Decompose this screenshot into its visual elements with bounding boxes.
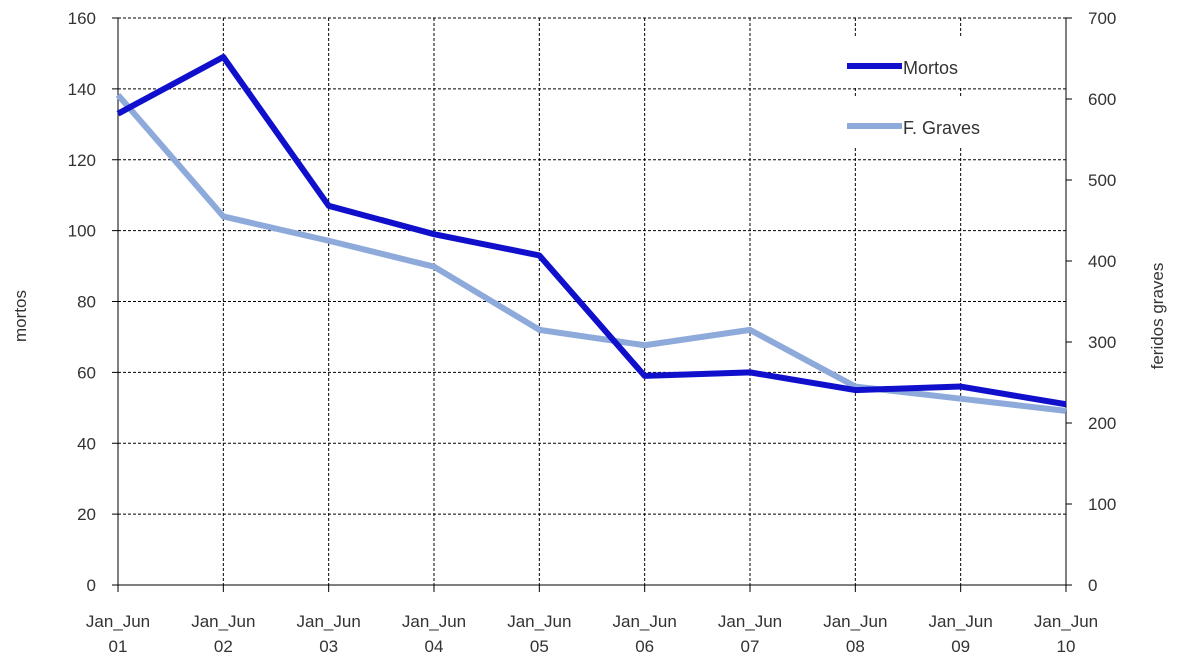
x-axis-ticks: Jan_Jun 01 Jan_Jun 02 Jan_Jun 03 Jan_Jun 04 Jan_…	[86, 585, 1098, 656]
left-tick-label: 20	[77, 505, 96, 524]
x-tick-label-year: 02	[214, 637, 233, 656]
x-tick-label-year: 05	[530, 637, 549, 656]
right-tick-label: 400	[1088, 252, 1116, 271]
left-tick-label: 40	[77, 434, 96, 453]
x-tick-label: Jan_Jun	[718, 612, 782, 631]
x-tick-label: Jan_Jun	[297, 612, 361, 631]
right-tick-label: 700	[1088, 9, 1116, 28]
left-tick-label: 100	[68, 222, 96, 241]
right-tick-label: 100	[1088, 495, 1116, 514]
right-tick-label: 200	[1088, 414, 1116, 433]
left-tick-label: 60	[77, 363, 96, 382]
right-tick-label: 500	[1088, 171, 1116, 190]
legend-label: F. Graves	[903, 118, 980, 138]
legend: Mortos F. Graves	[842, 38, 1038, 148]
x-tick-label-year: 10	[1057, 637, 1076, 656]
x-tick-label-year: 06	[635, 637, 654, 656]
x-tick-label-year: 09	[951, 637, 970, 656]
x-tick-label: Jan_Jun	[507, 612, 571, 631]
left-tick-label: 80	[77, 293, 96, 312]
x-tick-label-year: 08	[846, 637, 865, 656]
x-tick-label: Jan_Jun	[86, 612, 150, 631]
left-tick-label: 0	[87, 576, 96, 595]
right-axis-label: feridos graves	[1148, 263, 1167, 370]
left-tick-label: 120	[68, 151, 96, 170]
x-tick-label: Jan_Jun	[613, 612, 677, 631]
right-tick-label: 0	[1088, 576, 1097, 595]
series-line-mortos	[116, 53, 1067, 408]
left-tick-label: 140	[68, 80, 96, 99]
x-tick-label-year: 03	[319, 637, 338, 656]
x-tick-label: Jan_Jun	[823, 612, 887, 631]
x-tick-label: Jan_Jun	[1034, 612, 1098, 631]
right-tick-label: 600	[1088, 90, 1116, 109]
x-tick-label-year: 07	[741, 637, 760, 656]
series-line-f-graves	[115, 92, 1067, 414]
legend-label: Mortos	[903, 58, 958, 78]
right-axis-ticks: 0 100 200 300 400 500 600 700	[1066, 9, 1116, 595]
right-tick-label: 300	[1088, 333, 1116, 352]
x-tick-label-year: 04	[425, 637, 444, 656]
left-tick-label: 160	[68, 9, 96, 28]
x-tick-label: Jan_Jun	[929, 612, 993, 631]
series-lines	[115, 53, 1067, 414]
x-tick-label: Jan_Jun	[191, 612, 255, 631]
x-tick-label-year: 01	[109, 637, 128, 656]
grid-lines	[118, 17, 1067, 585]
x-tick-label: Jan_Jun	[402, 612, 466, 631]
left-axis-ticks: 0 20 40 60 80 100 120 140 160	[68, 9, 118, 595]
left-axis-label: mortos	[11, 290, 30, 342]
